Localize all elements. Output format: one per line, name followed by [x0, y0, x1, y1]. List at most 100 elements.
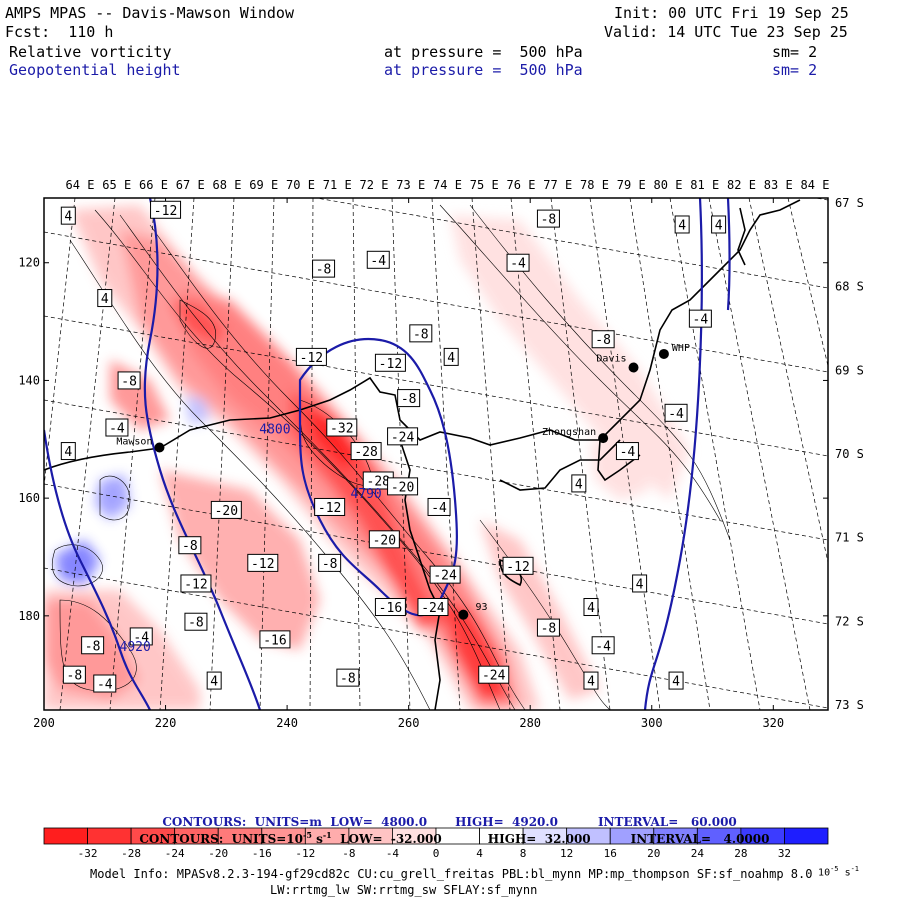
height-contours — [44, 198, 731, 710]
vorticity-label-box — [427, 497, 451, 516]
vorticity-label-box — [506, 253, 530, 272]
vorticity-label: -12 — [300, 351, 323, 366]
vorticity-label-box — [81, 636, 105, 655]
top-lon-label: 68 E — [213, 178, 242, 192]
vorticity-label-box — [150, 200, 182, 219]
colorbar-tick-label: 16 — [604, 847, 617, 860]
vorticity-label-box — [632, 574, 648, 593]
vorticity-label-box — [210, 500, 242, 519]
vorticity-label: -8 — [316, 263, 332, 278]
station-label: WHP — [672, 343, 690, 354]
vorticity-label-box — [536, 209, 560, 228]
graticule — [44, 198, 828, 710]
x-tick-label: 280 — [519, 716, 541, 730]
vorticity-label-box — [502, 556, 534, 575]
top-lon-label: 71 E — [323, 178, 352, 192]
colorbar-tick-label: -16 — [252, 847, 272, 860]
vorticity-label: 4 — [636, 577, 644, 592]
colorbar-tick-label: 0 — [433, 847, 440, 860]
vorticity-label-box — [615, 442, 639, 461]
station-number: 93 — [476, 602, 488, 613]
vorticity-label-box — [105, 418, 129, 437]
vorticity-label: -8 — [595, 333, 611, 348]
forecast-hour: Fcst: 110 h — [5, 23, 114, 41]
vorticity-contours — [51, 204, 731, 710]
station-dot — [628, 362, 639, 373]
x-tick-label: 220 — [155, 716, 177, 730]
vorticity-label-box — [247, 553, 279, 572]
x-tick-label: 260 — [398, 716, 420, 730]
vorticity-label: -20 — [373, 533, 396, 548]
vorticity-label: 4 — [587, 675, 595, 690]
colorbar-tick-label: 12 — [560, 847, 573, 860]
vorticity-label-box — [711, 215, 727, 234]
vorticity-label-box — [387, 427, 419, 446]
colorbar-tick-label: 4 — [476, 847, 483, 860]
model-info-line1: Model Info: MPASv8.2.3-194-gf29cd82c CU:… — [90, 867, 813, 881]
vorticity-label: 4 — [101, 292, 109, 307]
top-lon-label: 64 E — [66, 178, 95, 192]
vorticity-label-box — [180, 574, 212, 593]
colorbar-tick-label: -28 — [121, 847, 141, 860]
vorticity-label: -32 — [330, 422, 353, 437]
vorticity-label-box — [314, 497, 346, 516]
height-label: 4800 — [259, 422, 290, 437]
x-tick-label: 300 — [641, 716, 663, 730]
vorticity-label-box — [591, 330, 615, 349]
vorticity-label-box — [336, 668, 360, 687]
vorticity-label-box — [184, 612, 208, 631]
vorticity-label: -8 — [340, 672, 356, 687]
y-tick-label: 160 — [18, 491, 40, 505]
top-lon-label: 83 E — [764, 178, 793, 192]
vorticity-label-box — [62, 665, 86, 684]
vorticity-label-box — [374, 598, 406, 617]
top-lon-label: 81 E — [690, 178, 719, 192]
vorticity-label-box — [429, 565, 461, 584]
vorticity-label: -8 — [67, 669, 83, 684]
valid-time: Valid: 14 UTC Tue 23 Sep 25 — [604, 23, 848, 41]
vorticity-label: -4 — [510, 257, 526, 272]
vorticity-label: -4 — [431, 501, 447, 516]
colorbar-tick-label: -24 — [165, 847, 185, 860]
field2-smooth: sm= 2 — [772, 61, 818, 79]
vorticity-label-box — [478, 665, 510, 684]
vorticity-label-box — [409, 324, 433, 343]
vorticity-label: -4 — [133, 630, 149, 645]
colorbar-tick-label: 24 — [691, 847, 705, 860]
vorticity-label: -12 — [251, 557, 274, 572]
vorticity-label: -8 — [121, 374, 137, 389]
vorticity-label: 4 — [575, 477, 583, 492]
vorticity-label-box — [206, 671, 222, 690]
vorticity-label-box — [97, 289, 113, 308]
vorticity-label-box — [259, 630, 291, 649]
right-lat-label: 73 S — [835, 698, 864, 712]
station-label: Zhongshan — [542, 427, 596, 438]
right-lat-label: 68 S — [835, 280, 864, 294]
vorticity-label: -20 — [391, 480, 414, 495]
vorticity-label: -28 — [367, 474, 390, 489]
top-lon-label: 74 E — [433, 178, 462, 192]
colorbar-tick-label: -20 — [208, 847, 228, 860]
vorticity-label-box — [536, 618, 560, 637]
station-label: Davis — [596, 353, 626, 364]
vorticity-label-box — [583, 598, 599, 617]
station-dot — [598, 433, 609, 444]
vorticity-label: -8 — [541, 213, 557, 228]
top-lon-label: 76 E — [507, 178, 536, 192]
y-tick-label: 120 — [18, 256, 40, 270]
vorticity-label: -8 — [413, 327, 429, 342]
vorticity-label-box — [368, 530, 400, 549]
colorbar-tick-label: 28 — [734, 847, 747, 860]
right-lat-label: 72 S — [835, 614, 864, 628]
vorticity-label-box — [571, 474, 587, 493]
y-tick-label: 140 — [18, 373, 40, 387]
top-lon-label: 75 E — [470, 178, 499, 192]
vorticity-label: -16 — [263, 633, 286, 648]
station-dot — [154, 442, 165, 453]
y-tick-label: 180 — [18, 609, 40, 623]
station-label: Mawson — [116, 437, 152, 448]
vorticity-label: 4 — [678, 218, 686, 233]
chart-title: AMPS MPAS -- Davis-Mawson Window — [5, 4, 294, 22]
vorticity-label-box — [366, 250, 390, 269]
